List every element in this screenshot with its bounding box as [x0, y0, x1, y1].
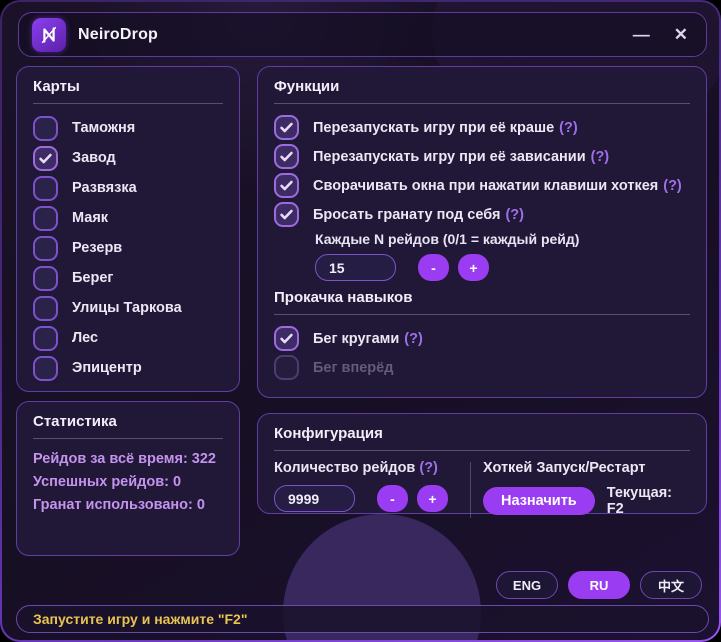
raid-count-block: Количество рейдов(?) - + — [274, 460, 470, 520]
option-restart-on-freeze[interactable]: Перезапускать игру при её зависании (?) — [274, 142, 690, 171]
config-panel-title: Конфигурация — [274, 425, 383, 442]
help-link[interactable]: (?) — [559, 119, 578, 136]
status-bar: Запустите игру и нажмите "F2" — [16, 605, 709, 633]
vertical-divider — [470, 462, 471, 518]
option-restart-on-crash[interactable]: Перезапускать игру при её краше (?) — [274, 113, 690, 142]
option-label: Сворачивать окна при нажатии клавиши хот… — [313, 177, 682, 194]
lang-button-ru[interactable]: RU — [568, 571, 630, 599]
option-label: Перезапускать игру при её краше (?) — [313, 119, 578, 136]
functions-panel: Функции Перезапускать игру при её краше(… — [257, 66, 707, 398]
map-label: Берег — [72, 270, 114, 286]
stat-total-raids: Рейдов за всё время: 322 — [33, 451, 216, 467]
assign-hotkey-button[interactable]: Назначить — [482, 487, 595, 515]
grenade-raids-increment-button[interactable]: + — [458, 254, 489, 281]
titlebar: NeiroDrop — ✕ — [18, 12, 707, 57]
raid-count-increment-button[interactable]: + — [417, 485, 448, 512]
status-message: Запустите игру и нажмите "F2" — [33, 611, 248, 627]
help-link[interactable]: (?) — [404, 330, 423, 347]
skills-section-title: Прокачка навыков — [274, 289, 413, 306]
separator — [33, 438, 223, 439]
functions-panel-title: Функции — [274, 78, 340, 95]
option-label: Перезапускать игру при её зависании (?) — [313, 148, 610, 165]
config-panel: Конфигурация Количество рейдов(?) - + — [257, 413, 707, 518]
raid-count-decrement-button[interactable]: - — [377, 485, 408, 512]
separator — [274, 450, 690, 451]
maps-panel-title: Карты — [33, 78, 80, 95]
grenade-counter-block: Каждые N рейдов (0/1 = каждый рейд) - + — [315, 231, 690, 281]
map-label: Маяк — [72, 210, 109, 226]
grenade-counter-label: Каждые N рейдов (0/1 = каждый рейд) — [315, 231, 580, 247]
checkbox-checked[interactable] — [274, 144, 299, 169]
separator — [33, 103, 223, 104]
hotkey-block: Хоткей Запуск/Рестарт Назначить Текущая:… — [471, 460, 690, 520]
checkbox-unchecked[interactable] — [33, 115, 58, 141]
checkbox-unchecked[interactable] — [33, 325, 58, 351]
grenade-raids-input[interactable] — [315, 254, 396, 281]
help-link[interactable]: (?) — [663, 177, 682, 194]
map-row-mayak[interactable]: Маяк — [33, 203, 223, 233]
language-switcher: ENG RU 中文 — [496, 571, 702, 599]
stats-panel: Статистика Рейдов за всё время: 322 Успе… — [16, 401, 240, 556]
minimize-button[interactable]: — — [632, 25, 650, 44]
map-label: Таможня — [72, 120, 136, 136]
checkbox-disabled — [274, 355, 299, 380]
option-minimize-on-hotkey[interactable]: Сворачивать окна при нажатии клавиши хот… — [274, 171, 690, 200]
option-throw-grenade[interactable]: Бросать гранату под себя (?) — [274, 200, 690, 229]
map-row-ulitsy-tarkova[interactable]: Улицы Таркова — [33, 293, 223, 323]
checkbox-unchecked[interactable] — [33, 205, 58, 231]
raid-count-label: Количество рейдов (?) — [274, 460, 438, 476]
maps-panel: Карты Таможня Завод Развязка — [16, 66, 240, 392]
checkbox-checked[interactable] — [274, 115, 299, 140]
checkbox-unchecked[interactable] — [33, 355, 58, 381]
checkbox-unchecked[interactable] — [33, 235, 58, 261]
map-label: Эпицентр — [72, 360, 142, 376]
map-label: Улицы Таркова — [72, 300, 182, 316]
grenade-raids-decrement-button[interactable]: - — [418, 254, 449, 281]
option-label: Бег кругами (?) — [313, 330, 423, 347]
option-label: Бросать гранату под себя (?) — [313, 206, 524, 223]
option-label: Бег вперёд — [313, 359, 394, 376]
raid-count-input[interactable] — [274, 485, 355, 512]
map-label: Лес — [72, 330, 99, 346]
map-label: Завод — [72, 150, 116, 166]
stat-successful-raids: Успешных рейдов: 0 — [33, 474, 182, 490]
help-link[interactable]: (?) — [419, 460, 438, 476]
app-logo-icon — [32, 17, 66, 52]
close-button[interactable]: ✕ — [673, 25, 688, 44]
current-hotkey: Текущая: F2 — [606, 485, 673, 517]
lang-button-eng[interactable]: ENG — [496, 571, 558, 599]
skill-run-forward: Бег вперёд — [274, 353, 690, 382]
map-label: Резерв — [72, 240, 123, 256]
checkbox-unchecked[interactable] — [33, 295, 58, 321]
separator — [274, 103, 690, 104]
map-row-rezerv[interactable]: Резерв — [33, 233, 223, 263]
help-link[interactable]: (?) — [590, 148, 610, 165]
map-row-les[interactable]: Лес — [33, 323, 223, 353]
checkbox-unchecked[interactable] — [33, 175, 58, 201]
map-row-bereg[interactable]: Берег — [33, 263, 223, 293]
stat-grenades-used: Гранат использовано: 0 — [33, 497, 205, 513]
separator — [274, 314, 690, 315]
map-row-razvyazka[interactable]: Развязка — [33, 173, 223, 203]
checkbox-unchecked[interactable] — [33, 265, 58, 291]
map-row-epitsentr[interactable]: Эпицентр — [33, 353, 223, 383]
checkbox-checked[interactable] — [274, 173, 299, 198]
skill-run-in-circles[interactable]: Бег кругами (?) — [274, 324, 690, 353]
map-row-zavod[interactable]: Завод — [33, 143, 223, 173]
stats-panel-title: Статистика — [33, 413, 117, 430]
hotkey-label: Хоткей Запуск/Рестарт — [482, 460, 646, 476]
map-label: Развязка — [72, 180, 137, 196]
lang-button-zh[interactable]: 中文 — [640, 571, 702, 599]
checkbox-checked[interactable] — [33, 145, 58, 171]
map-row-tamozhnya[interactable]: Таможня — [33, 113, 223, 143]
checkbox-checked[interactable] — [274, 202, 299, 227]
app-title: NeiroDrop — [78, 25, 159, 43]
help-link[interactable]: (?) — [505, 206, 524, 223]
checkbox-checked[interactable] — [274, 326, 299, 351]
